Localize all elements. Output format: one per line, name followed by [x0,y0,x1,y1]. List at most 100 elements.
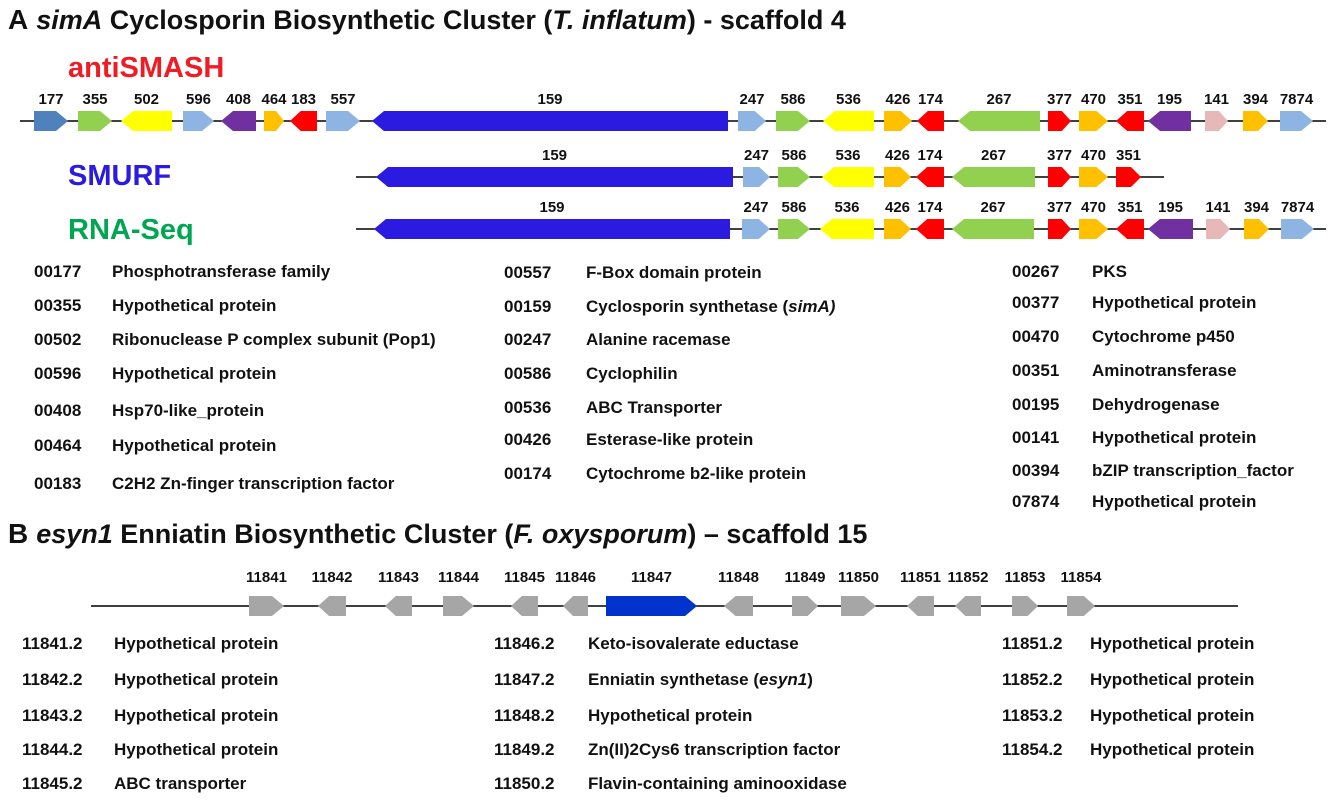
esyn-gene-arrow-11849 [792,596,818,616]
gene-table-row: 00141 Hypothetical protein [1012,428,1339,450]
gene-description: Cyclophilin [586,364,678,384]
gene-description-text: Hypothetical protein [1090,740,1255,759]
rnaseq-gene-label-247: 247 [743,199,768,216]
antismash-gene-arrow-464 [264,111,284,131]
title-part: ) – scaffold 15 [687,519,868,549]
smurf-gene-arrow-470 [1079,167,1108,187]
gene-table-row: 11853.2 Hypothetical protein [1002,706,1339,728]
gene-id: 00557 [504,263,552,282]
gene-description-text: Esterase-like protein [586,430,754,449]
gene-table-row: 00247 Alanine racemase [504,330,924,352]
gene-id: 00502 [34,330,82,349]
gene-table-row: 00426 Esterase-like protein [504,430,924,452]
smurf-gene-label-267: 267 [981,147,1006,164]
antismash-gene-label-355: 355 [82,91,107,108]
gene-description: PKS [1092,262,1127,282]
esyn-gene-arrow-11845 [511,596,538,616]
gene-description: Aminotransferase [1092,361,1237,381]
gene-table-row: 00394 bZIP transcription_factor [1012,461,1339,483]
smurf-gene-label-159: 159 [542,147,567,164]
antismash-gene-label-177: 177 [38,91,63,108]
gene-id: 00426 [504,430,552,449]
gene-description-text: Hypothetical protein [1090,706,1255,725]
gene-description-text: Hypothetical protein [112,364,277,383]
esyn-gene-arrow-11841 [249,596,284,616]
panel-letter: B [8,518,29,549]
title-part: simA [36,5,103,35]
gene-description-text: Alanine racemase [586,330,731,349]
gene-description-text: Flavin-containing aminooxidase [588,774,847,793]
rnaseq-gene-arrow-536 [820,219,874,239]
track-label-antismash: antiSMASH [68,52,225,84]
gene-description-text: Cytochrome p450 [1092,327,1235,346]
antismash-gene-label-470: 470 [1081,91,1106,108]
gene-table-row: 00159 Cyclosporin synthetase (simA) [504,297,924,319]
antismash-gene-label-408: 408 [226,91,251,108]
gene-description: bZIP transcription_factor [1092,461,1294,481]
gene-description: Phosphotransferase family [112,262,330,282]
gene-description-text: Hypothetical protein [588,706,753,725]
smurf-gene-label-247: 247 [744,147,769,164]
gene-description-text: Hypothetical protein [1090,634,1255,653]
gene-description-text: Hypothetical protein [1092,293,1257,312]
rnaseq-gene-arrow-351 [1116,219,1144,239]
esyn-gene-arrow-11842 [318,596,346,616]
gene-id: 11841.2 [22,634,83,653]
gene-description-text: Hsp70-like_protein [112,401,265,420]
smurf-gene-arrow-586 [778,167,810,187]
antismash-gene-arrow-596 [183,111,214,131]
antismash-gene-label-586: 586 [780,91,805,108]
antismash-gene-arrow-408 [221,111,256,131]
antismash-gene-label-557: 557 [330,91,355,108]
gene-id: 11842.2 [22,670,83,689]
smurf-gene-arrow-267 [952,167,1035,187]
gene-description: Dehydrogenase [1092,395,1220,415]
title-part: ) - scaffold 4 [686,5,846,35]
gene-id: 11846.2 [494,634,555,653]
esyn-gene-label-11854: 11854 [1061,569,1103,586]
antismash-gene-arrow-470 [1079,111,1108,131]
rnaseq-gene-arrow-394 [1244,219,1269,239]
antismash-gene-arrow-159 [372,111,728,131]
smurf-gene-label-470: 470 [1081,147,1106,164]
esyn-gene-arrow-11848 [724,596,753,616]
gene-table-row: 11841.2 Hypothetical protein [22,634,442,656]
gene-table-row: 00470 Cytochrome p450 [1012,327,1339,349]
gene-description-text: Hypothetical protein [1092,492,1257,511]
gene-description-suffix: ) [807,670,813,689]
rnaseq-gene-arrow-426 [884,219,911,239]
track-label-rnaseq: RNA-Seq [68,214,194,246]
gene-id: 11844.2 [22,740,83,759]
gene-id: 11850.2 [494,774,555,793]
gene-id: 00174 [504,464,552,483]
antismash-gene-label-377: 377 [1047,91,1072,108]
antismash-gene-label-426: 426 [885,91,910,108]
title-part: F. oxysporum [513,519,688,549]
gene-description: Hypothetical protein [112,436,276,456]
esyn-gene-arrow-11844 [443,596,474,616]
gene-description: Enniatin synthetase (esyn1) [588,670,813,690]
esyn-gene-arrow-11851 [907,596,934,616]
antismash-gene-arrow-247 [738,111,766,131]
antismash-gene-arrow-351 [1116,111,1144,131]
rnaseq-gene-arrow-174 [916,219,944,239]
esyn-gene-arrow-11846 [563,596,588,616]
antismash-gene-label-195: 195 [1157,91,1182,108]
smurf-gene-arrow-174 [916,167,944,187]
gene-description-text: Dehydrogenase [1092,395,1220,414]
gene-table-row: 00183 C2H2 Zn-finger transcription factor [34,474,454,496]
gene-table-row: 00586 Cyclophilin [504,364,924,386]
esyn-gene-label-11846: 11846 [555,569,596,586]
gene-description-text: Zn(II)2Cys6 transcription factor [588,740,841,759]
gene-description: Hypothetical protein [114,634,278,654]
gene-description: Hypothetical protein [1090,706,1254,726]
gene-description-text: Cytochrome b2-like protein [586,464,807,483]
antismash-gene-label-141: 141 [1204,91,1229,108]
gene-table-row: 00267 PKS [1012,262,1339,284]
rnaseq-gene-label-351: 351 [1117,199,1142,216]
antismash-gene-label-351: 351 [1117,91,1142,108]
antismash-gene-arrow-177 [34,111,68,131]
gene-id: 11851.2 [1002,634,1063,653]
